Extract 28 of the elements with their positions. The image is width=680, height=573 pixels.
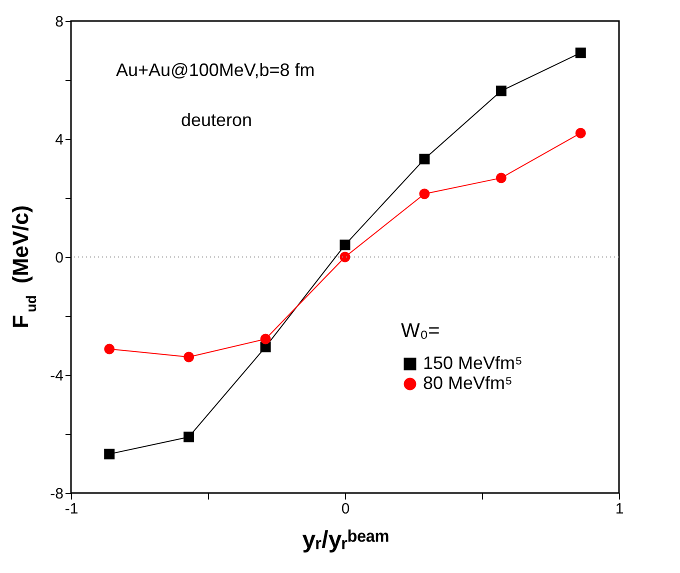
point [575, 48, 586, 58]
x-tick-label: -1 [64, 500, 78, 518]
point [340, 252, 350, 262]
legend-label: 80 MeVfm⁵ [423, 373, 512, 393]
point [104, 448, 115, 460]
point [419, 154, 430, 164]
point [340, 240, 350, 250]
point [496, 172, 506, 184]
y-tick-label: -8 [50, 486, 64, 502]
point [184, 432, 194, 442]
point [260, 334, 271, 344]
y-tick-label: 0 [55, 250, 64, 266]
legend-label: 150 MeVfm⁵ [423, 353, 523, 373]
point [575, 128, 586, 138]
point [419, 188, 430, 200]
x-tick-label: 0 [341, 500, 350, 518]
y-axis-title: Fud (MeV/c) [8, 205, 39, 328]
y-tick-label: -4 [50, 368, 64, 384]
annotation: Au+Au@100MeV,b=8 fm [116, 60, 315, 80]
y-tick-label: 8 [55, 14, 64, 30]
legend-title: W₀= [401, 320, 440, 342]
x-axis-title: yᵣ/yᵣᵇᵉᵃᵐ [302, 526, 389, 554]
y-tick-label: 4 [55, 132, 64, 148]
point [104, 344, 115, 354]
annotation: deuteron [181, 110, 252, 130]
point [184, 352, 194, 362]
point [496, 86, 506, 96]
x-tick-label: 1 [615, 500, 624, 518]
